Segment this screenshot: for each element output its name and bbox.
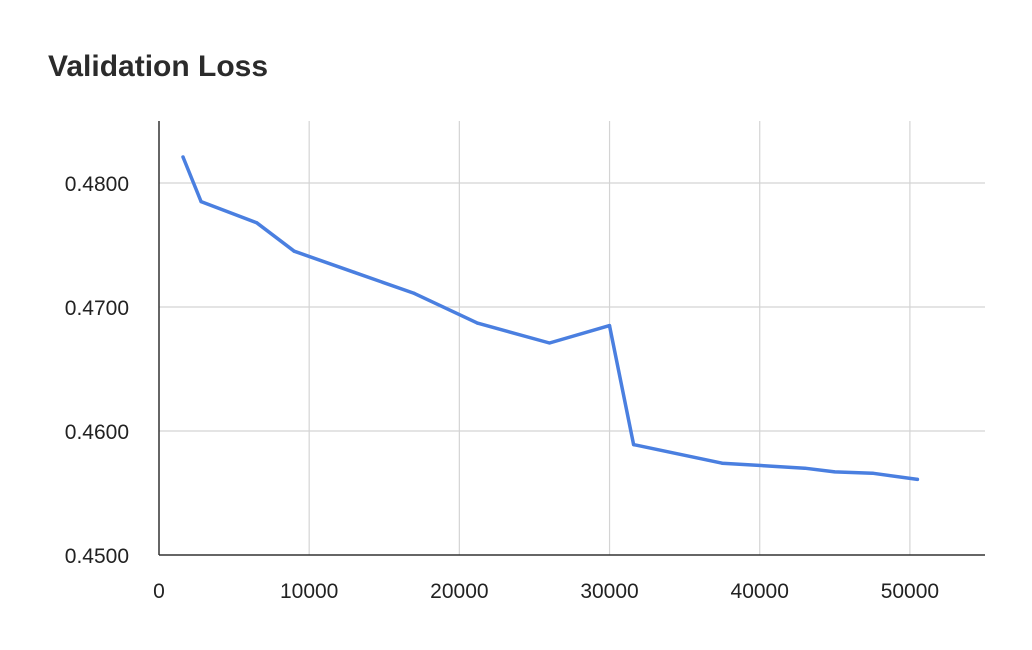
- data-point: [412, 291, 416, 295]
- axes: [158, 121, 985, 556]
- y-tick-label: 0.4700: [65, 297, 129, 320]
- y-tick-label: 0.4800: [65, 173, 129, 196]
- data-point: [720, 461, 724, 465]
- x-tick-label: 0: [153, 580, 165, 603]
- y-tick-label: 0.4600: [65, 421, 129, 444]
- y-tick-label: 0.4500: [65, 545, 129, 568]
- data-point: [833, 470, 837, 474]
- data-point: [870, 471, 874, 475]
- data-point: [199, 200, 203, 204]
- x-tick-label: 30000: [580, 580, 638, 603]
- chart-title: Validation Loss: [48, 50, 269, 83]
- x-tick-label: 10000: [280, 580, 338, 603]
- x-tick-label: 20000: [430, 580, 488, 603]
- data-point: [631, 443, 636, 447]
- gridlines: [159, 121, 985, 555]
- data-point: [181, 155, 185, 159]
- x-tick-label: 40000: [731, 580, 789, 603]
- data-point: [352, 270, 356, 274]
- series-layer: [181, 155, 920, 482]
- data-point: [255, 221, 259, 225]
- x-tick-label: 50000: [881, 580, 939, 603]
- data-point: [475, 321, 479, 325]
- data-point: [547, 341, 552, 345]
- tick-labels: 0 10000 20000 30000 40000 50000 0.4500 0.4600 0.…: [65, 173, 939, 603]
- data-point: [292, 249, 296, 253]
- data-point: [803, 466, 807, 470]
- data-point: [915, 477, 920, 481]
- data-point: [607, 324, 612, 328]
